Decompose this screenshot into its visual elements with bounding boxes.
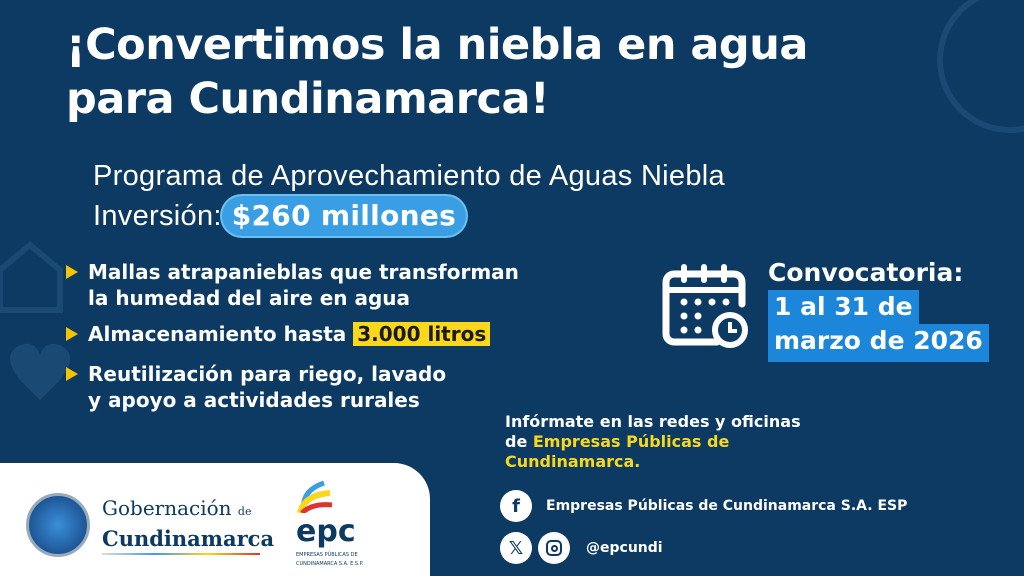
bullet-text: la humedad del aire en agua <box>88 286 411 310</box>
epc-logo: epc EMPRESAS PÚBLICAS DE CUNDINAMARCA S.… <box>296 477 363 569</box>
logo-panel: Gobernación de Cundinamarca epc EMPRESAS… <box>0 463 430 576</box>
call-date: 1 al 31 de <box>768 290 919 324</box>
bullet-text: Almacenamiento hasta <box>88 322 354 346</box>
info-line: Infórmate en las redes y oficinas <box>505 412 801 431</box>
triangle-bullet-icon <box>66 367 78 381</box>
facebook-row: f Empresas Públicas de Cundinamarca S.A.… <box>500 490 907 522</box>
triangle-bullet-icon <box>66 327 78 341</box>
investment-label: Inversión: <box>93 200 222 232</box>
org-name: Empresas Públicas de <box>532 432 730 451</box>
bullet-item: Reutilización para riego, lavado y apoyo … <box>66 361 446 413</box>
call-dates: Convocatoria: 1 al 31 de marzo de 2026 <box>768 256 989 362</box>
facebook-page[interactable]: Empresas Públicas de Cundinamarca S.A. E… <box>546 498 908 514</box>
social-handle[interactable]: @epcundi <box>586 540 663 556</box>
gobernacion-logo: Gobernación de Cundinamarca <box>102 495 274 555</box>
logo-text: EMPRESAS PÚBLICAS DE <box>296 552 358 558</box>
headline: ¡Convertimos la niebla en agua para Cund… <box>66 18 808 126</box>
triangle-bullet-icon <box>66 265 78 279</box>
bullet-item: Mallas atrapanieblas que transforman la h… <box>66 259 519 311</box>
logo-text: CUNDINAMARCA S.A. E.S.P. <box>296 561 364 567</box>
logo-text: Gobernación <box>102 496 232 520</box>
org-name: Cundinamarca. <box>505 452 641 471</box>
logo-text: epc <box>296 514 356 549</box>
x-icon[interactable]: 𝕏 <box>500 532 532 564</box>
investment-value: $260 millones <box>221 196 467 236</box>
social-handle-row: 𝕏 @epcundi <box>500 532 663 564</box>
bullet-item: Almacenamiento hasta 3.000 litros <box>66 321 491 347</box>
instagram-icon[interactable] <box>538 532 570 564</box>
program-name: Programa de Aprovechamiento de Aguas Nie… <box>93 160 725 192</box>
bullet-text: Reutilización para riego, lavado <box>88 362 447 386</box>
bullet-text: Mallas atrapanieblas que transforman <box>88 260 519 284</box>
gobernacion-seal-logo <box>26 493 90 557</box>
epc-flag-swoosh <box>297 480 333 513</box>
call-date: marzo de 2026 <box>768 324 989 362</box>
info-text: Infórmate en las redes y oficinas de Emp… <box>505 412 801 472</box>
info-line: de <box>505 432 533 451</box>
program-info: Programa de Aprovechamiento de Aguas Nie… <box>93 156 725 236</box>
bullet-highlight: 3.000 litros <box>353 322 491 346</box>
calendar-clock-icon <box>662 264 748 348</box>
facebook-icon[interactable]: f <box>500 490 532 522</box>
logo-text: de <box>237 505 252 518</box>
call-label: Convocatoria: <box>768 258 964 287</box>
headline-line: ¡Convertimos la niebla en agua <box>66 20 808 70</box>
headline-line: para Cundinamarca! <box>66 74 550 124</box>
logo-text: Cundinamarca <box>102 526 275 551</box>
bullet-text: y apoyo a actividades rurales <box>88 388 420 412</box>
